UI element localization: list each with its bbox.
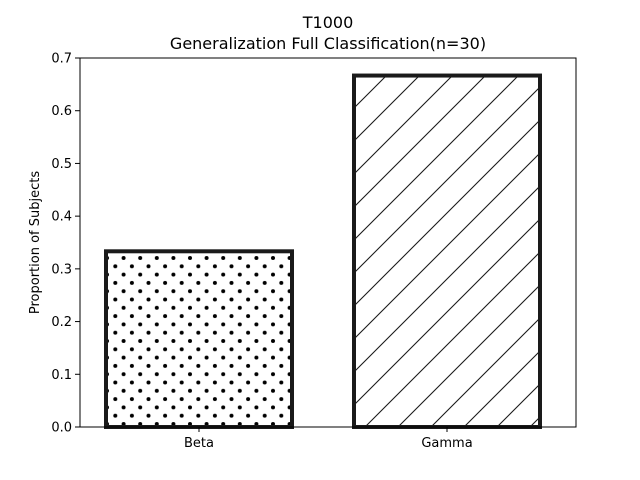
chart-title: T1000 (302, 13, 354, 32)
y-tick-label: 0.3 (51, 262, 72, 277)
y-tick-label: 0.2 (51, 315, 72, 330)
y-tick-label: 0.4 (51, 210, 72, 225)
chart-subtitle: Generalization Full Classification(n=30) (170, 34, 486, 53)
y-tick-label: 0.1 (51, 368, 72, 383)
y-tick-label: 0.6 (51, 104, 72, 119)
bar-beta-hatch (106, 251, 292, 427)
x-tick-label-gamma: Gamma (421, 436, 472, 451)
plot-frame (79, 57, 577, 428)
y-tick-label: 0.0 (51, 421, 72, 436)
x-axis-ticks: Beta Gamma (184, 427, 473, 451)
y-axis-ticks: 0.0 0.1 0.2 0.3 0.4 0.5 0.6 0.7 (51, 52, 80, 436)
y-tick-label: 0.7 (51, 52, 72, 67)
y-axis-label: Proportion of Subjects (28, 171, 43, 314)
y-tick-label: 0.5 (51, 157, 72, 172)
x-tick-label-beta: Beta (184, 436, 214, 451)
bars (104, 73, 542, 429)
bar-gamma-hatch (354, 75, 540, 427)
